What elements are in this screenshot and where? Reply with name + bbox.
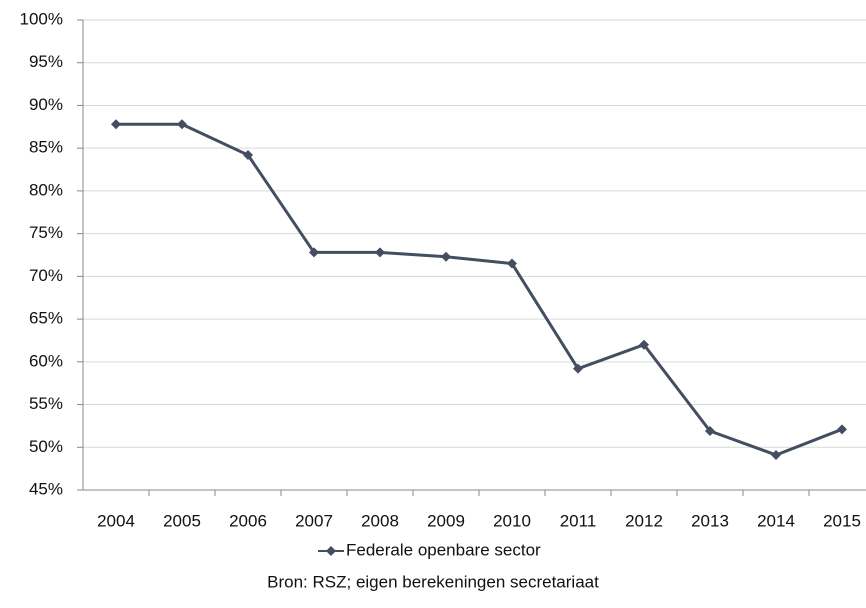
source-note: Bron: RSZ; eigen berekeningen secretaria… xyxy=(267,572,599,591)
x-tick-label: 2010 xyxy=(493,511,531,530)
y-tick-label: 45% xyxy=(29,479,63,498)
point xyxy=(375,247,385,258)
y-tick-label: 55% xyxy=(29,394,63,413)
point xyxy=(639,339,649,350)
point xyxy=(771,449,781,460)
x-tick-label: 2007 xyxy=(295,511,333,530)
y-tick-label: 85% xyxy=(29,138,63,157)
y-tick-label: 50% xyxy=(29,437,63,456)
x-tick-label: 2013 xyxy=(691,511,729,530)
point xyxy=(705,426,715,437)
point xyxy=(111,119,121,130)
y-tick-label: 60% xyxy=(29,351,63,370)
point xyxy=(441,251,451,262)
x-tick-label: 2014 xyxy=(757,511,795,530)
point xyxy=(573,363,583,374)
y-tick-label: 70% xyxy=(29,266,63,285)
legend-marker xyxy=(326,546,336,556)
y-tick-label: 65% xyxy=(29,309,63,328)
x-tick-label: 2005 xyxy=(163,511,201,530)
legend-label: Federale openbare sector xyxy=(346,540,541,559)
y-tick-label: 80% xyxy=(29,180,63,199)
point xyxy=(309,247,319,258)
series-line xyxy=(116,122,843,457)
x-tick-label: 2015 xyxy=(823,511,861,530)
point xyxy=(243,150,253,161)
x-tick-label: 2006 xyxy=(229,511,267,530)
x-tick-label: 2012 xyxy=(625,511,663,530)
y-tick-label: 100% xyxy=(20,9,63,28)
x-tick-label: 2009 xyxy=(427,511,465,530)
y-tick-label: 95% xyxy=(29,52,63,71)
point xyxy=(837,424,847,435)
y-tick-label: 90% xyxy=(29,95,63,114)
x-tick-label: 2011 xyxy=(560,511,597,530)
x-tick-label: 2004 xyxy=(97,511,135,530)
point xyxy=(177,119,187,130)
point xyxy=(507,258,517,269)
x-tick-label: 2008 xyxy=(361,511,399,530)
y-tick-label: 75% xyxy=(29,223,63,242)
